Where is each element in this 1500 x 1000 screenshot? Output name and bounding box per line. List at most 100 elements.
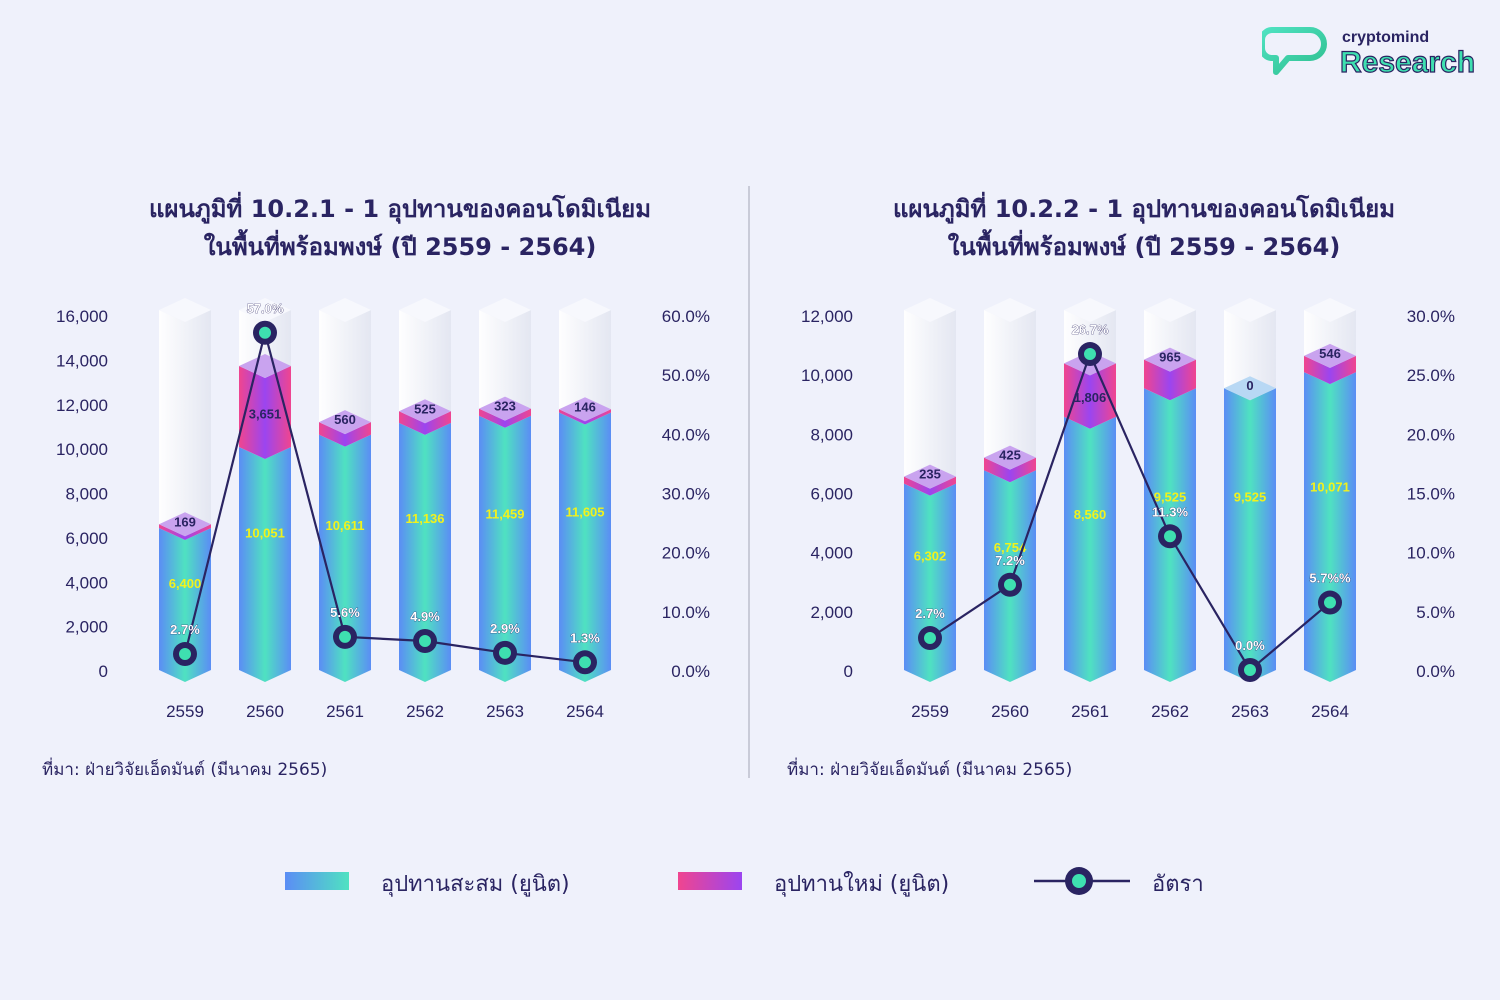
- bar-new-side: [930, 476, 956, 496]
- cumulative-value-label: 11,136: [405, 511, 444, 526]
- bar-top-cap: [1224, 376, 1276, 401]
- chart-2-source: ที่มา: ฝ่ายวิจัยเอ็ดมันต์ (มีนาคม 2565): [787, 760, 1073, 780]
- y-axis-tick-label: 10,000: [56, 440, 108, 459]
- rate-line: [183, 332, 586, 664]
- cumulative-value-label: 6,302: [914, 548, 947, 563]
- rate-point-center: [1004, 578, 1016, 591]
- background-column-cap: [1144, 298, 1196, 322]
- rate-point-center: [1324, 596, 1336, 609]
- y2-axis-tick-label: 25.0%: [1407, 366, 1455, 385]
- bar-top-cap: [1304, 343, 1356, 368]
- bar-new: [1144, 359, 1170, 401]
- cumulative-value-label: 9,525: [1154, 489, 1187, 504]
- new-value-label: 323: [494, 399, 516, 414]
- background-column-cap: [1304, 298, 1356, 322]
- chart-2-title-line-2: ในพื้นที่พร้อมพงษ์ (ปี 2559 - 2564): [947, 233, 1341, 261]
- background-column-cap: [984, 298, 1036, 322]
- logo-top-text: cryptomind: [1342, 29, 1429, 46]
- y2-axis-tick-label: 40.0%: [662, 425, 710, 444]
- rate-point-center: [1084, 348, 1096, 361]
- new-value-label: 235: [919, 467, 941, 482]
- bar-new-side: [265, 365, 291, 459]
- bar-cumulative: [1064, 416, 1090, 682]
- bar-cumulative-side: [585, 412, 611, 682]
- bar-new-side: [1090, 363, 1116, 429]
- bar-cumulative: [559, 412, 585, 682]
- legend-cumulative-swatch: [285, 872, 349, 890]
- background-column-cap: [1224, 298, 1276, 322]
- chart-1-title-line-1: แผนภูมิที่ 10.2.1 - 1 อุปทานของคอนโดมิเน…: [148, 195, 652, 223]
- x-axis-tick-label: 2563: [1231, 702, 1269, 721]
- background-column-cap: [239, 298, 291, 322]
- cumulative-value-label: 9,525: [1234, 489, 1267, 504]
- bar-cumulative-side: [930, 483, 956, 682]
- bar-cumulative: [319, 434, 345, 682]
- y2-axis-tick-label: 30.0%: [1407, 307, 1455, 326]
- x-axis-tick-label: 2564: [1311, 702, 1349, 721]
- bar-new: [239, 365, 265, 459]
- bar-new-side: [185, 524, 211, 540]
- bar-top-cap: [319, 410, 371, 435]
- bar-new-side: [1330, 355, 1356, 385]
- cumulative-value-label: 11,459: [485, 506, 524, 521]
- bar-cumulative: [239, 446, 265, 682]
- legend-new-label: อุปทานใหม่ (ยูนิต): [774, 872, 950, 897]
- y-axis-tick-label: 2,000: [65, 618, 108, 637]
- cumulative-value-label: 6,754: [994, 540, 1027, 555]
- bar-new-side: [505, 408, 531, 428]
- bar-cumulative-side: [265, 446, 291, 682]
- y-axis-tick-label: 0: [844, 662, 853, 681]
- bar-new-side: [345, 422, 371, 447]
- rate-value-label: 1.3%: [570, 630, 600, 645]
- chart-1-title: แผนภูมิที่ 10.2.1 - 1 อุปทานของคอนโดมิเน…: [90, 190, 710, 266]
- rate-point-center: [924, 632, 936, 645]
- y2-axis-tick-label: 5.0%: [1416, 603, 1455, 622]
- y2-axis-tick-label: 10.0%: [1407, 544, 1455, 563]
- rate-value-label: 5.6%: [330, 605, 360, 620]
- x-axis-tick-label: 2559: [166, 702, 204, 721]
- new-value-label: 1,806: [1074, 390, 1107, 405]
- bar-new-side: [425, 411, 451, 435]
- x-axis-tick-label: 2560: [991, 702, 1029, 721]
- logo-mark-icon: [1262, 27, 1327, 75]
- bar-new-side: [1170, 359, 1196, 401]
- y-axis-tick-label: 4,000: [810, 544, 853, 563]
- bar-cumulative: [1224, 388, 1250, 682]
- bar-new: [479, 408, 505, 428]
- background-column-cap: [159, 298, 211, 322]
- cumulative-value-label: 6,400: [169, 576, 202, 591]
- bar-cumulative: [479, 415, 505, 682]
- new-value-label: 3,651: [249, 406, 282, 421]
- x-axis-tick-label: 2561: [326, 702, 364, 721]
- background-column-cap: [319, 298, 371, 322]
- rate-value-label: 0.0%: [1235, 638, 1265, 653]
- new-value-label: 169: [174, 514, 196, 529]
- bar-top-cap: [559, 397, 611, 422]
- cumulative-value-label: 8,560: [1074, 507, 1107, 522]
- background-column-cap: [399, 298, 451, 322]
- bar-top-cap: [984, 445, 1036, 470]
- bar-cumulative: [984, 470, 1010, 682]
- bar-new: [984, 457, 1010, 483]
- bar-cumulative: [1304, 372, 1330, 682]
- y2-axis-tick-label: 60.0%: [662, 307, 710, 326]
- x-axis-tick-label: 2563: [486, 702, 524, 721]
- rate-value-label: 26.7%: [1072, 322, 1109, 337]
- new-value-label: 965: [1159, 350, 1181, 365]
- x-axis-tick-label: 2562: [406, 702, 444, 721]
- new-value-label: 546: [1319, 346, 1341, 361]
- logo-bottom-text: Research: [1340, 46, 1475, 79]
- new-value-label: 560: [334, 412, 356, 427]
- y-axis-tick-label: 16,000: [56, 307, 108, 326]
- bar-cumulative: [159, 528, 185, 682]
- rate-point-center: [419, 635, 431, 648]
- y-axis-tick-label: 12,000: [56, 396, 108, 415]
- rate-point-center: [179, 648, 191, 661]
- x-axis-tick-label: 2564: [566, 702, 604, 721]
- bar-top-cap: [399, 399, 451, 424]
- y2-axis-tick-label: 30.0%: [662, 485, 710, 504]
- background-column-cap: [479, 298, 531, 322]
- legend-rate-marker-icon: [1034, 867, 1130, 895]
- rate-value-label: 4.9%: [410, 609, 440, 624]
- x-axis-tick-label: 2562: [1151, 702, 1189, 721]
